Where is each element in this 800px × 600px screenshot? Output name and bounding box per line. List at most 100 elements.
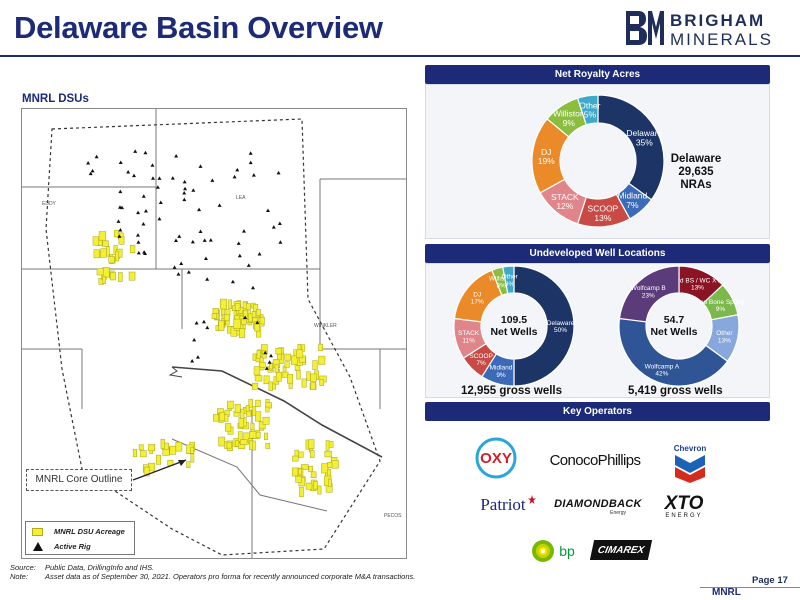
nra-slice-other bbox=[576, 94, 599, 126]
dsu-acreage-block bbox=[300, 464, 309, 470]
delwells-label-other: Other 13% bbox=[716, 330, 733, 344]
dsu-acreage-block bbox=[327, 462, 333, 468]
active-rig-icon bbox=[191, 188, 196, 192]
chevron-emblem-icon bbox=[675, 454, 705, 483]
active-rig-icon bbox=[157, 176, 162, 180]
active-rig-icon bbox=[241, 229, 246, 233]
active-rig-icon bbox=[248, 151, 253, 155]
active-rig-icon bbox=[117, 234, 122, 238]
patriot-wordmark: Patriot bbox=[480, 495, 526, 514]
dsu-acreage-block bbox=[287, 374, 293, 384]
dsu-acreage-block bbox=[238, 417, 245, 428]
dsu-acreage-block bbox=[242, 301, 247, 309]
dsu-acreage-block bbox=[276, 353, 282, 361]
dsu-acreage-block bbox=[113, 229, 119, 238]
active-rig-icon bbox=[248, 160, 253, 165]
dsu-acreage-block bbox=[296, 349, 304, 358]
active-rig-icon bbox=[198, 164, 203, 168]
bp-helios-icon bbox=[532, 540, 555, 562]
dsu-acreage-block bbox=[96, 268, 104, 276]
xto-logo: XTO ENERGY bbox=[656, 488, 712, 524]
active-rig-icon bbox=[198, 229, 203, 234]
dsu-acreage-block bbox=[310, 373, 317, 383]
net-royalty-banner: Net Royalty Acres bbox=[425, 65, 770, 84]
dsu-acreage-block bbox=[291, 467, 299, 477]
dsu-acreage-block bbox=[268, 381, 274, 391]
delwells-label-wolfcamp-a: Wolfcamp A 42% bbox=[645, 363, 680, 377]
netwells-label-dj: DJ 17% bbox=[471, 292, 484, 306]
active-rig-icon bbox=[141, 194, 146, 198]
delaware-wells-center: 54.7 Net Wells bbox=[644, 314, 704, 338]
dsu-acreage-block bbox=[220, 298, 227, 310]
key-operators-banner: Key Operators bbox=[425, 402, 770, 421]
dsu-acreage-block bbox=[218, 320, 225, 331]
active-rig-icon bbox=[276, 170, 281, 175]
dsu-acreage-block bbox=[212, 308, 219, 314]
dsu-acreage-block bbox=[148, 444, 155, 452]
active-rig-icon bbox=[155, 185, 160, 189]
nra-label-stack: STACK 12% bbox=[551, 192, 579, 211]
active-rig-icon bbox=[264, 366, 269, 370]
active-rig-icon bbox=[257, 251, 262, 256]
nra-label-other: Other 5% bbox=[579, 100, 600, 119]
dsu-acreage-block bbox=[248, 398, 253, 408]
dsu-acreage-block bbox=[245, 405, 250, 412]
active-rig-icon bbox=[265, 208, 270, 212]
chevron-logo: Chevron bbox=[660, 440, 720, 486]
dsu-acreage-block bbox=[186, 461, 191, 469]
active-rig-icon bbox=[151, 176, 156, 180]
dsu-acreage-block bbox=[256, 309, 261, 316]
dsu-acreage-block bbox=[306, 371, 311, 381]
active-rig-icon bbox=[237, 253, 242, 258]
chevron-wordmark: Chevron bbox=[673, 443, 707, 453]
page-number: Page 17 bbox=[752, 575, 788, 586]
dsu-acreage-block bbox=[92, 236, 100, 246]
oxy-emblem-icon: OXY bbox=[475, 437, 517, 479]
xto-sub: ENERGY bbox=[665, 512, 703, 519]
dsu-acreage-block bbox=[255, 399, 261, 407]
active-rig-icon bbox=[136, 210, 141, 215]
conocophillips-wordmark: ConocoPhillips bbox=[549, 451, 641, 469]
active-rig-icon bbox=[203, 256, 208, 260]
dsu-acreage-block bbox=[263, 375, 270, 385]
active-rig-icon bbox=[190, 359, 195, 363]
active-rig-icon bbox=[201, 319, 206, 324]
dsu-acreage-block bbox=[274, 364, 279, 373]
diamondback-sub: Energy bbox=[610, 510, 626, 516]
dsu-acreage-block bbox=[318, 355, 326, 365]
dsu-acreage-block bbox=[305, 482, 313, 490]
ticker-tag: MNRL bbox=[712, 587, 741, 598]
active-rig-icon bbox=[174, 153, 179, 158]
dsu-acreage-block bbox=[325, 440, 330, 451]
dsu-acreage-block bbox=[132, 448, 138, 458]
delaware-nra-callout: Delaware 29,635 NRAs bbox=[661, 153, 731, 192]
dsu-acreage-block bbox=[258, 361, 266, 368]
callout-arrow bbox=[132, 459, 187, 481]
active-rig-icon bbox=[182, 179, 187, 184]
nra-slice-delaware bbox=[597, 94, 665, 201]
footnotes: Source: Public Data, DrillingInfo and IHS… bbox=[10, 563, 415, 581]
dsu-acreage-block bbox=[301, 378, 307, 388]
dsu-acreage-block bbox=[139, 450, 147, 458]
active-rig-icon bbox=[190, 239, 195, 244]
dsu-acreage-block bbox=[297, 344, 302, 351]
source-note: Source: Public Data, DrillingInfo and IHS… bbox=[10, 563, 155, 572]
nra-callout-line1: Delaware bbox=[670, 153, 722, 165]
netwells-label-midland: Midland 9% bbox=[490, 365, 513, 379]
active-rig-icon bbox=[141, 221, 146, 226]
net-wells-donut: Delaware 50% Midland 9%SCOOP 7% STACK 11% DJ 17%… bbox=[453, 265, 575, 387]
active-rig-icon bbox=[192, 337, 197, 342]
county-label-winkler: WINKLER bbox=[314, 323, 337, 329]
active-rig-icon bbox=[236, 241, 241, 245]
active-rig-icon bbox=[202, 238, 207, 242]
dsu-acreage-block bbox=[262, 416, 270, 425]
title-divider bbox=[0, 55, 800, 57]
active-rig-icon bbox=[217, 203, 222, 207]
logo-line2: MINERALS bbox=[670, 30, 773, 49]
dsu-acreage-block bbox=[234, 303, 241, 311]
dsu-acreage-block bbox=[115, 250, 120, 262]
dsu-acreage-block bbox=[227, 400, 234, 409]
dsu-acreage-block bbox=[223, 314, 230, 321]
dsu-acreage-block bbox=[295, 475, 302, 483]
patriot-star-icon bbox=[527, 495, 536, 504]
